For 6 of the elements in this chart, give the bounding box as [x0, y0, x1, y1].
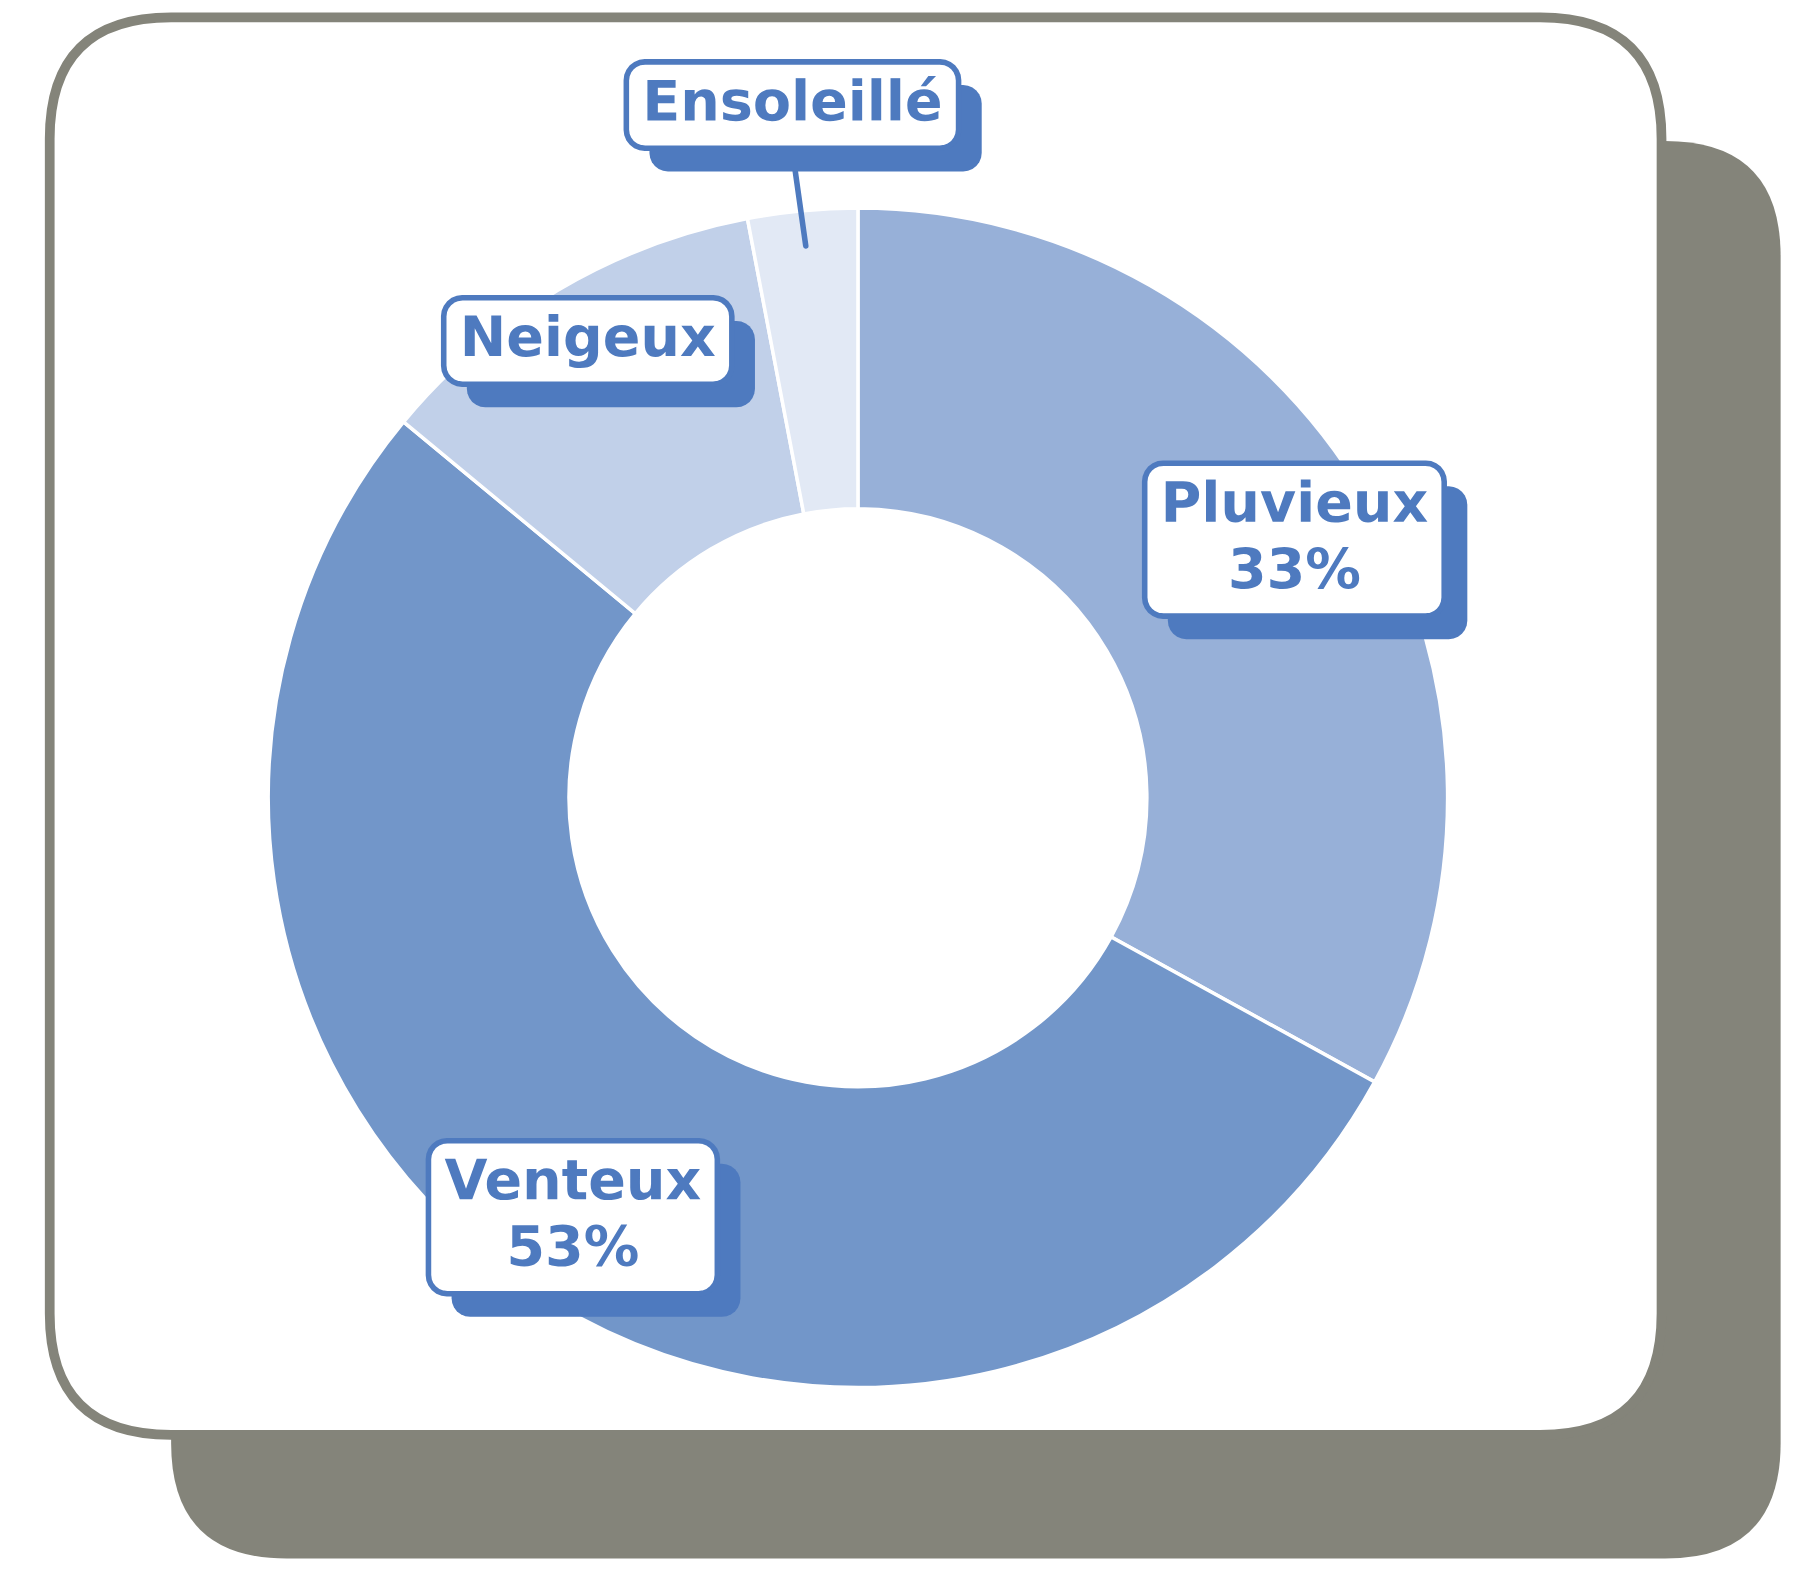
slice-label: Neigeux	[464, 313, 715, 369]
data-label: 33%	[1231, 546, 1360, 589]
slice-label: Pluvieux	[1165, 479, 1428, 523]
data-label: 53%	[510, 1224, 638, 1267]
slice-label: Ensoleillé	[647, 75, 940, 122]
slice-label: Venteux	[444, 1158, 701, 1201]
